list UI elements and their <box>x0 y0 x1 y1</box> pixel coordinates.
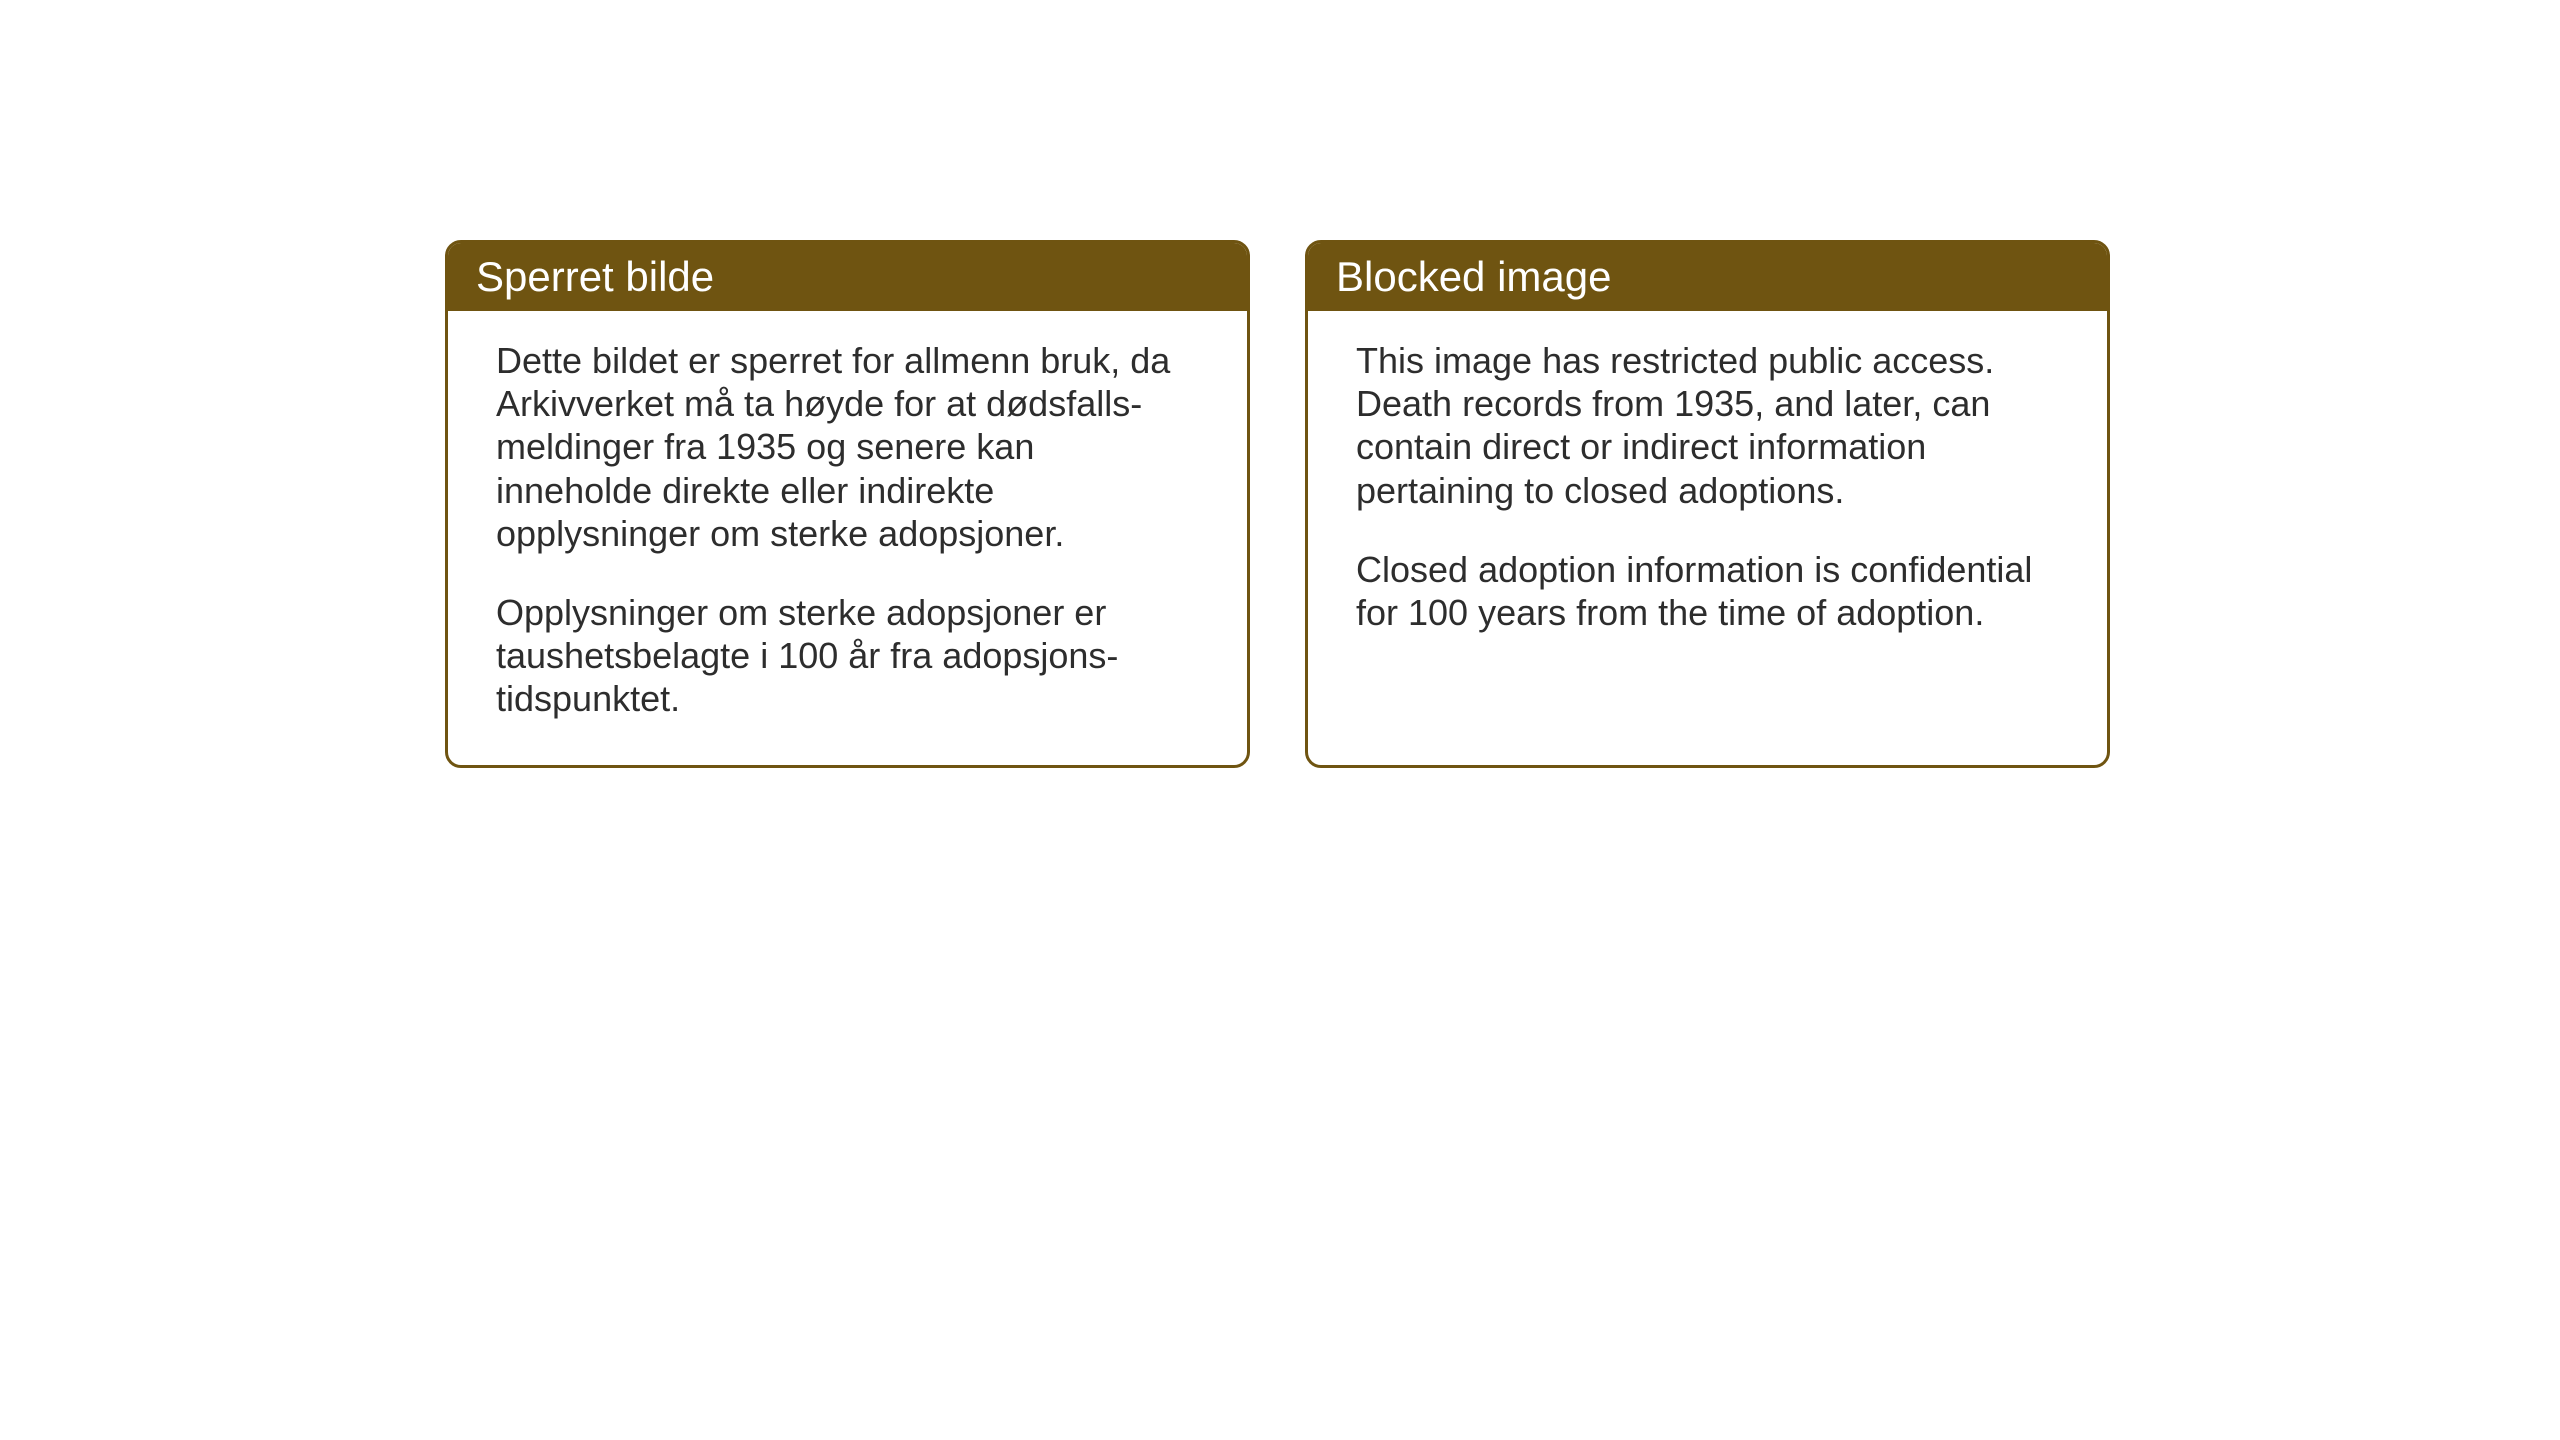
card-paragraph: This image has restricted public access.… <box>1356 339 2059 512</box>
card-english: Blocked image This image has restricted … <box>1305 240 2110 768</box>
card-paragraph: Dette bildet er sperret for allmenn bruk… <box>496 339 1199 555</box>
card-title: Sperret bilde <box>476 253 714 300</box>
card-header-norwegian: Sperret bilde <box>448 243 1247 311</box>
card-paragraph: Opplysninger om sterke adopsjoner er tau… <box>496 591 1199 721</box>
cards-container: Sperret bilde Dette bildet er sperret fo… <box>445 240 2110 768</box>
card-paragraph: Closed adoption information is confident… <box>1356 548 2059 634</box>
card-norwegian: Sperret bilde Dette bildet er sperret fo… <box>445 240 1250 768</box>
card-header-english: Blocked image <box>1308 243 2107 311</box>
card-body-norwegian: Dette bildet er sperret for allmenn bruk… <box>448 311 1247 765</box>
card-title: Blocked image <box>1336 253 1611 300</box>
card-body-english: This image has restricted public access.… <box>1308 311 2107 678</box>
